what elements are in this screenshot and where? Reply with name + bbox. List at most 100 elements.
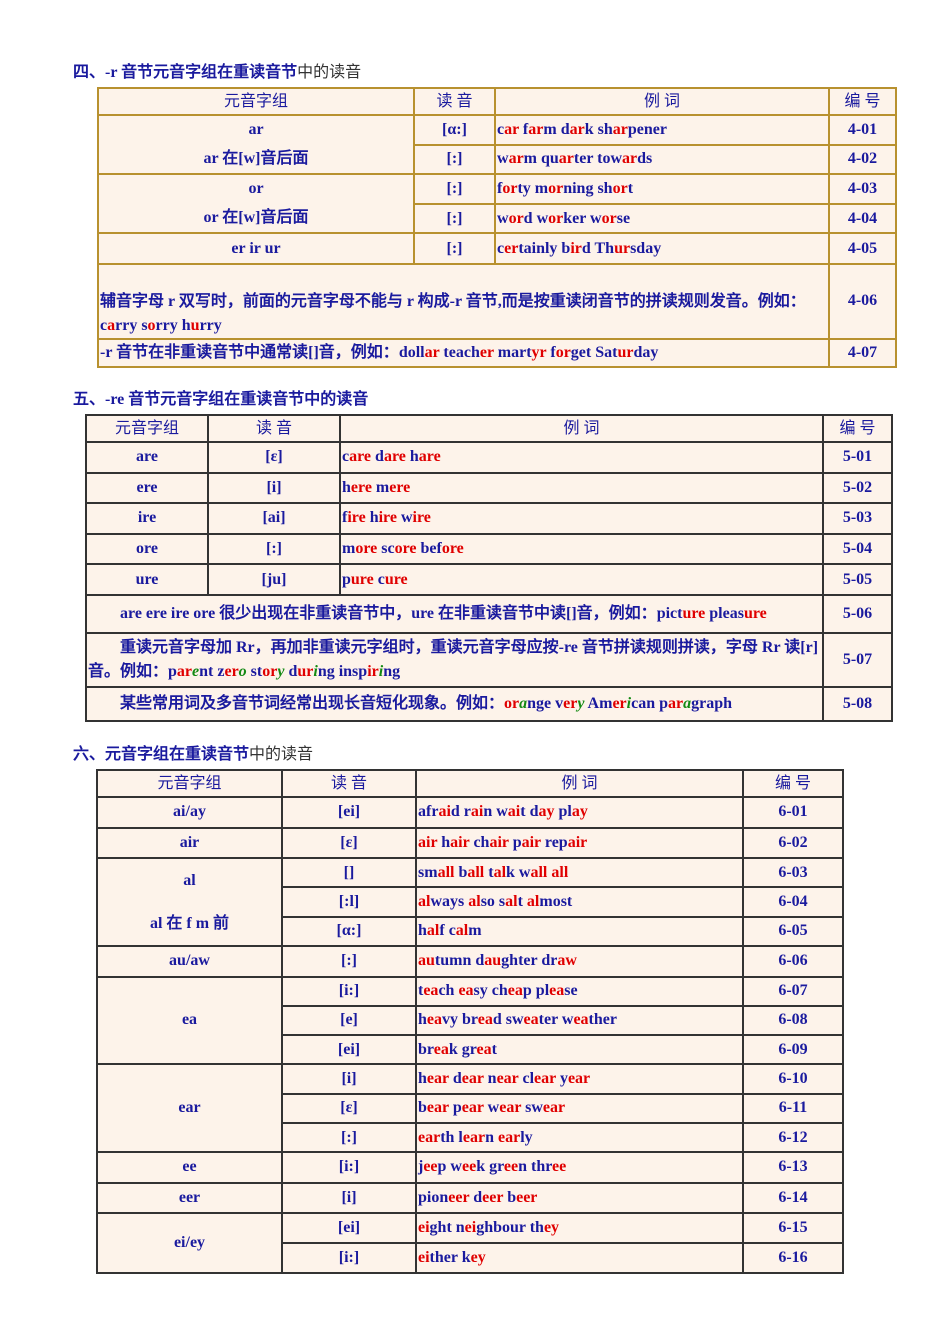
example-segment: d Th: [581, 239, 615, 257]
section-6: 六、元音字组在重读音节中的读音 元音字组读 音例 词编 号 ai/ay [ei] af…: [73, 745, 844, 1274]
note-row: 辅音字母 r 双写时，前面的元音字母不能与 r 构成-r 音节,而是按重读闭音节…: [97, 262, 897, 340]
example-segment: f: [342, 509, 348, 527]
example-segment: ir: [367, 662, 379, 680]
vowel-group-label: al 在 f m 前: [149, 914, 230, 932]
phonetic-cell: [ai]: [207, 502, 341, 535]
table-row: ire [ai] fire hire wire 5-03: [85, 502, 893, 535]
example-segment: ire: [378, 509, 397, 527]
vowel-group-label: au/aw: [169, 952, 210, 970]
example-segment: er: [224, 662, 239, 680]
example-segment: ere: [350, 478, 372, 496]
example-words-cell: pioneer deer beer: [415, 1181, 744, 1215]
example-segment: ai: [438, 803, 451, 821]
example-segment: air: [567, 833, 588, 851]
example-segment: yr: [531, 343, 547, 361]
example-segment: th l: [440, 1128, 463, 1146]
example-segment: sc: [377, 540, 395, 558]
example-segment: pl: [554, 803, 572, 821]
example-segment: Am: [584, 694, 613, 712]
example-segment: ure: [743, 604, 767, 622]
example-segment: f: [497, 179, 503, 197]
example-segment: t: [627, 179, 634, 197]
section-4-heading: 四、-r 音节元音字组在重读音节中的读音: [73, 63, 897, 83]
example-words-cell: jeep week green three: [415, 1151, 744, 1184]
example-segment: ghter dr: [501, 952, 558, 970]
phonetic-cell: [:]: [413, 232, 496, 265]
table-row: ai/ay [ei] afraid rain wait day play 6-01: [96, 796, 844, 829]
table-row: ore [:] more score before 5-04: [85, 532, 893, 566]
example-segment: most: [539, 893, 573, 911]
vowel-group-cell: ire: [85, 502, 209, 535]
note-cell: are ere ire ore 很少出现在非重读音节中，ure 在非重读音节中读…: [85, 593, 824, 634]
example-segment: p: [448, 1099, 462, 1117]
table-row: eer [i] pioneer deer beer 6-14: [96, 1181, 844, 1215]
example-words-cell: forty morning short: [494, 173, 830, 205]
example-words-cell: either key: [415, 1241, 744, 1274]
example-segment: eer: [516, 1189, 538, 1207]
example-segment: ea: [458, 982, 474, 1000]
example-segment: ter tow: [573, 150, 623, 168]
example-segment: sw: [521, 1099, 543, 1117]
vowel-group-label: ai/ay: [173, 803, 206, 821]
example-words-cell: more score before: [339, 532, 824, 566]
phonetic-cell: [ε]: [281, 1092, 417, 1124]
example-segment: ning sh: [563, 179, 613, 197]
vowel-group-labels: ar ar 在[w]音后面: [100, 116, 412, 173]
example-segment: ire: [412, 509, 431, 527]
example-segment: er: [612, 694, 627, 712]
example-segment: rep: [540, 833, 568, 851]
example-segment: i: [626, 694, 632, 712]
vowel-group-cell: ear: [96, 1063, 283, 1154]
example-segment: all: [551, 863, 569, 881]
example-segment: d r: [450, 803, 471, 821]
example-segment: ee: [503, 1158, 519, 1176]
phonetic-cell: [:]: [413, 173, 496, 205]
rule-number-cell: 6-14: [742, 1181, 844, 1215]
vowel-group-label: ei/ey: [173, 1233, 206, 1251]
rule-number-cell: 6-02: [742, 826, 844, 860]
table-row: ar ar 在[w]音后面 [α:] car farm dark sharpener 4…: [97, 113, 897, 176]
example-segment: y: [277, 662, 285, 680]
example-segment: n thr: [518, 1158, 553, 1176]
rule-number-cell: 5-07: [822, 631, 893, 688]
table-re-syllable: 元音字组读 音例 词编 号 are [ε] care dare hare 5-01 ere…: [85, 414, 893, 722]
example-segment: ar: [508, 150, 524, 168]
example-segment: c: [342, 448, 350, 466]
example-segment: ar: [528, 120, 544, 138]
example-segment: b: [454, 863, 468, 881]
column-header: 读 音: [207, 414, 341, 443]
phonetic-cell: [i]: [207, 471, 341, 505]
column-header: 元音字组: [97, 87, 415, 116]
example-segment: rry h: [155, 316, 191, 334]
example-segment: ar: [424, 343, 440, 361]
example-segment: m: [342, 540, 356, 558]
table-row: ee [i:] jeep week green three 6-13: [96, 1151, 844, 1184]
example-segment: ear: [461, 1070, 484, 1087]
vowel-group-label: al: [183, 871, 196, 889]
rule-number-cell: 4-07: [828, 337, 897, 368]
example-segment: ear: [426, 1099, 449, 1117]
example-segment: ure: [682, 604, 706, 622]
example-segment: ee: [423, 1158, 438, 1176]
example-segment: p: [168, 662, 177, 680]
example-segment: ear: [462, 1128, 486, 1146]
vowel-group-label: ar 在[w]音后面: [203, 149, 309, 167]
vowel-group-label: or: [248, 180, 264, 198]
table-row: ure [ju] pure cure 5-05: [85, 563, 893, 596]
vowel-group-labels: are: [88, 443, 206, 472]
example-segment: ur: [297, 662, 314, 680]
table-row: al al 在 f m 前[] small ball talk wall all 6-…: [96, 857, 844, 947]
example-words-cell: air hair chair pair repair: [415, 826, 744, 860]
heading-text-plain: 中的读音: [297, 64, 362, 81]
note-row: 某些常用词及多音节词经常出现长音短化现象。例如：orange very Amer…: [85, 685, 893, 722]
vowel-group-label: or 在[w]音后面: [203, 209, 309, 227]
example-segment: ea: [477, 1011, 493, 1029]
example-segment: all: [530, 863, 548, 881]
example-segment: air: [418, 833, 438, 851]
example-segment: f c: [439, 922, 456, 940]
vowel-group-label: ee: [182, 1158, 197, 1176]
note-row: -r 音节在非重读音节中通常读[]音，例如：dollar teacher mar…: [97, 337, 897, 368]
vowel-group-label: eer: [178, 1189, 201, 1207]
table-vowel-groups: 元音字组读 音例 词编 号 ai/ay [ei] afraid rain wait d…: [96, 769, 844, 1274]
rule-number-cell: 6-03: [742, 857, 844, 889]
